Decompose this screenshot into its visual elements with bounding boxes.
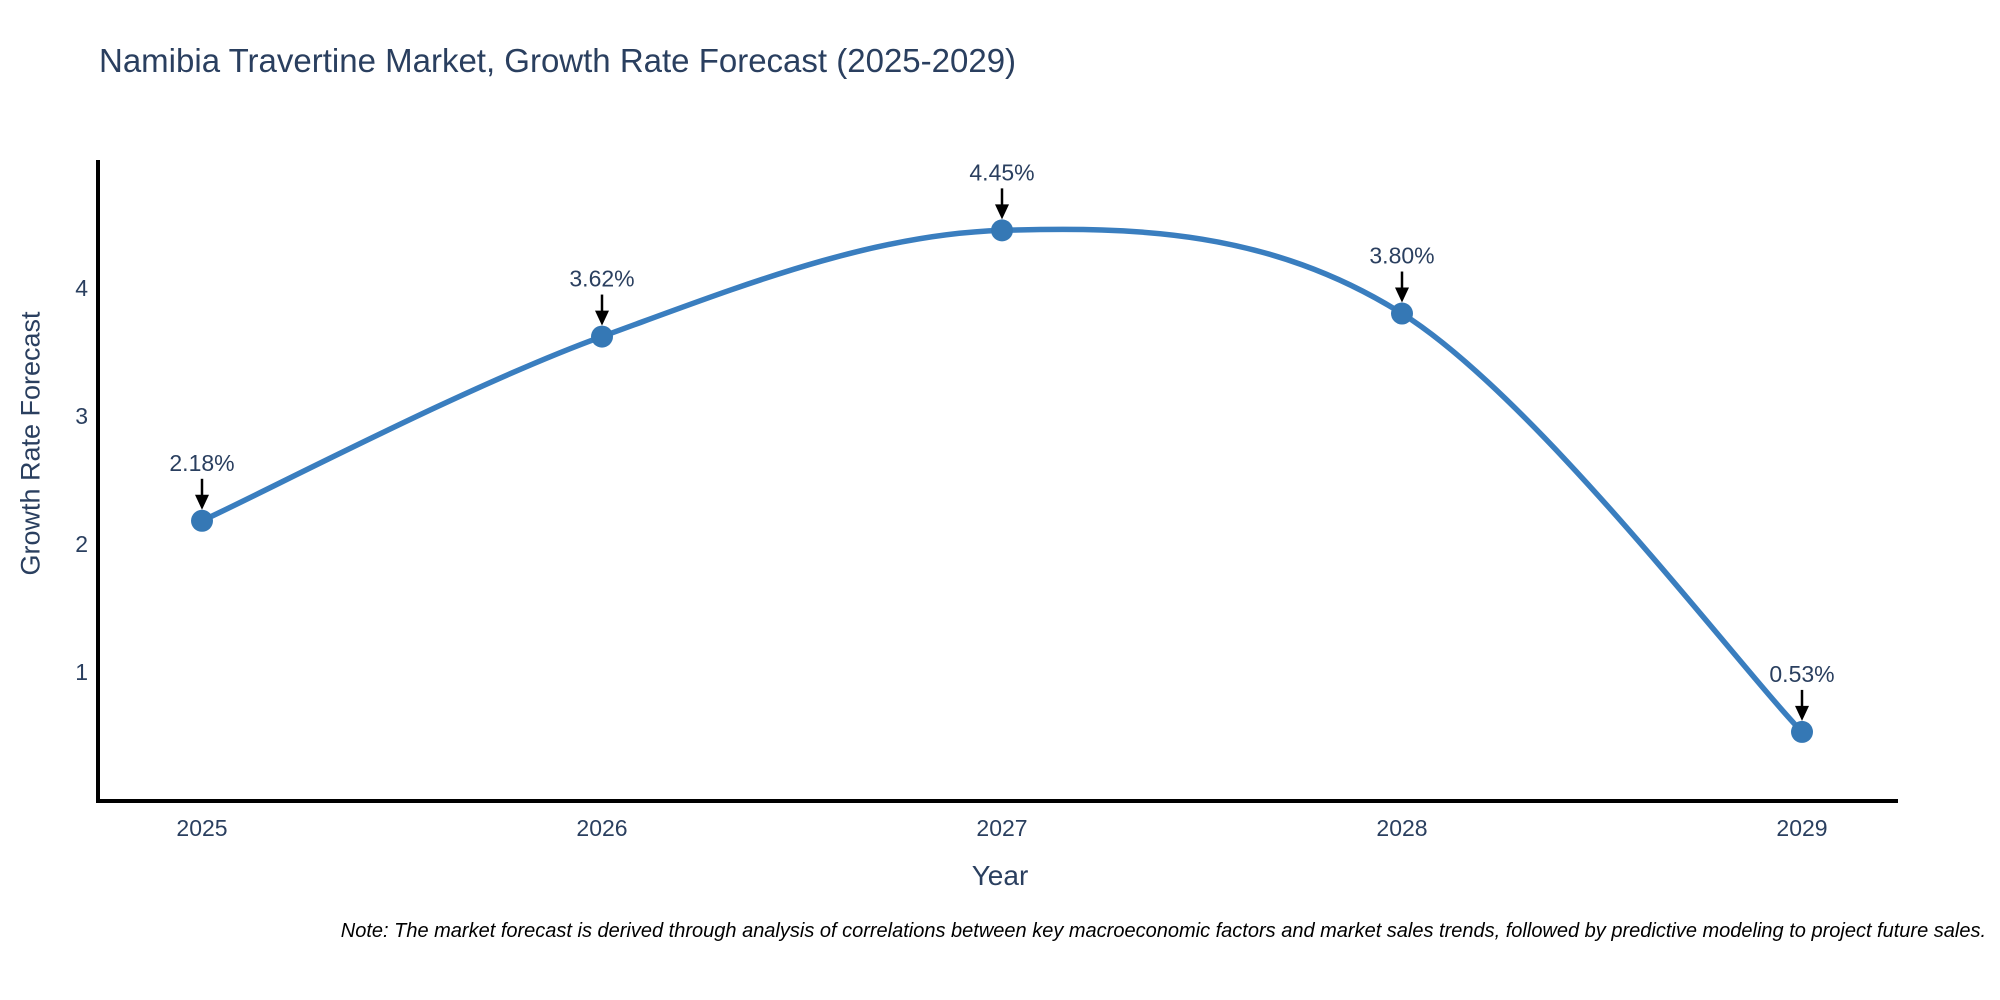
- x-tick-label: 2026: [576, 815, 627, 841]
- data-point-label: 0.53%: [1769, 661, 1834, 687]
- data-point-marker: [191, 509, 213, 532]
- x-axis-title: Year: [971, 860, 1029, 891]
- annotation-arrowhead: [595, 310, 609, 326]
- annotation-arrowhead: [1395, 287, 1409, 303]
- data-point-label: 2.18%: [169, 450, 234, 476]
- forecast-line: [199, 226, 1805, 735]
- chart-title: Namibia Travertine Market, Growth Rate F…: [99, 42, 1017, 79]
- y-tick-label: 1: [75, 659, 88, 685]
- data-point-marker: [1391, 302, 1413, 325]
- data-point-marker: [991, 219, 1013, 242]
- footnote: Note: The market forecast is derived thr…: [340, 920, 1986, 942]
- annotation-arrowhead: [195, 494, 209, 510]
- data-point-label: 3.62%: [569, 266, 634, 292]
- y-tick-label: 3: [75, 403, 88, 429]
- data-point-marker: [1791, 720, 1813, 743]
- annotation-arrowhead: [1795, 705, 1809, 721]
- y-tick-label: 4: [75, 275, 88, 301]
- x-tick-label: 2027: [976, 815, 1027, 841]
- annotation-arrowhead: [995, 204, 1009, 220]
- data-point-label: 4.45%: [969, 159, 1034, 185]
- data-point-label: 3.80%: [1369, 243, 1434, 269]
- y-tick-label: 2: [75, 531, 88, 557]
- x-tick-label: 2028: [1376, 815, 1427, 841]
- x-tick-label: 2025: [176, 815, 227, 841]
- x-tick-label: 2029: [1776, 815, 1827, 841]
- data-point-marker: [591, 325, 613, 348]
